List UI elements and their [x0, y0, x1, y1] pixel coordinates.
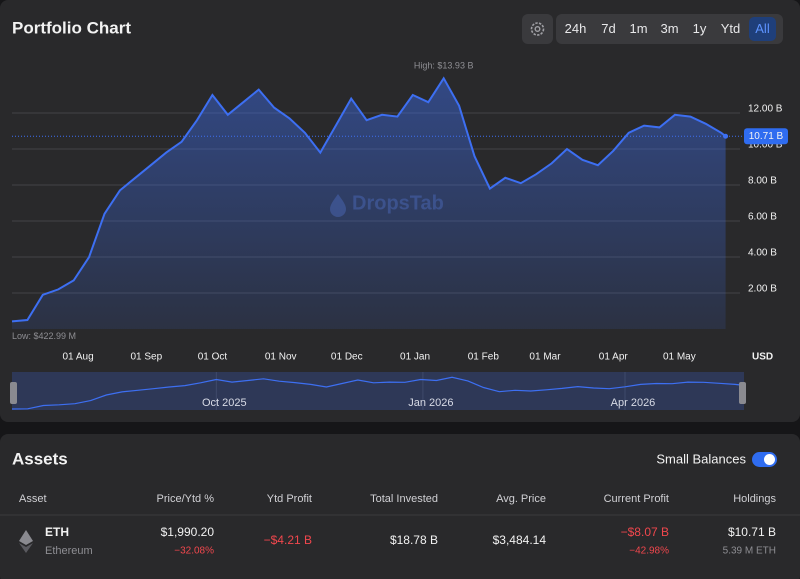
- area: [12, 78, 726, 329]
- current-dot: [723, 133, 729, 139]
- range-button[interactable]: All: [749, 17, 776, 41]
- eth-icon: [19, 530, 33, 553]
- total-invested: $18.78 B: [390, 533, 438, 547]
- current-badge: [744, 128, 788, 145]
- range-label: 3m: [660, 21, 678, 36]
- settings-button[interactable]: [522, 14, 553, 44]
- assets-card: [0, 434, 800, 579]
- range-label: 1m: [629, 21, 647, 36]
- range-button[interactable]: 3m: [660, 21, 678, 36]
- navigator-label: Oct 2025: [202, 397, 247, 409]
- range-label: All: [755, 21, 770, 36]
- ytd-profit: −$4.21 B: [264, 533, 312, 547]
- y-unit: USD: [752, 352, 773, 363]
- range-button[interactable]: 1y: [693, 21, 707, 36]
- asset-symbol: ETH: [45, 525, 69, 539]
- low-label: Low: $422.99 M: [12, 331, 76, 341]
- y-tick-label: 10.00 B: [748, 140, 783, 151]
- toggle[interactable]: [752, 452, 777, 467]
- column-header: Holdings: [733, 493, 776, 505]
- y-tick-label: 4.00 B: [748, 248, 777, 259]
- range-label: 7d: [601, 21, 615, 36]
- holdings: $10.71 B: [728, 525, 776, 539]
- navigator-label: Jan 2026: [408, 397, 453, 409]
- y-tick-label: 8.00 B: [748, 176, 777, 187]
- price: $1,990.20: [161, 525, 215, 539]
- column-header: Total Invested: [370, 493, 438, 505]
- line: [11, 76, 727, 323]
- x-tick-label: 01 Nov: [265, 352, 297, 363]
- range-button[interactable]: Ytd: [721, 21, 741, 36]
- x-tick-label: 01 May: [663, 352, 696, 363]
- column-header: Ytd Profit: [267, 493, 312, 505]
- chart-title: Portfolio Chart: [12, 18, 131, 37]
- navigator-label: Apr 2026: [611, 397, 656, 409]
- column-header: Current Profit: [604, 493, 669, 505]
- column-header: Avg. Price: [496, 493, 546, 505]
- range-button[interactable]: 1m: [629, 21, 647, 36]
- high-label: High: $13.93 B: [414, 61, 474, 71]
- range-active: [749, 17, 776, 41]
- range-label: 1y: [693, 21, 707, 36]
- navigator-handle[interactable]: [10, 382, 17, 404]
- x-tick-label: 01 Dec: [331, 352, 363, 363]
- column-header: Asset: [19, 493, 47, 505]
- avg-price: $3,484.14: [493, 533, 547, 547]
- ytd-pct: −32.08%: [174, 546, 214, 557]
- y-tick-label: 12.00 B: [748, 104, 783, 115]
- x-tick-label: 01 Oct: [198, 352, 228, 363]
- holdings-amount: 5.39 M ETH: [723, 546, 776, 557]
- toggle-knob[interactable]: [764, 454, 775, 465]
- column-header: Price/Ytd %: [157, 493, 215, 505]
- navigator-handle[interactable]: [739, 382, 746, 404]
- x-tick-label: 01 Jan: [400, 352, 430, 363]
- y-tick-label: 2.00 B: [748, 284, 777, 295]
- range-label: Ytd: [721, 21, 741, 36]
- range-label: 24h: [565, 21, 587, 36]
- range-button[interactable]: 7d: [601, 21, 615, 36]
- x-tick-label: 01 Mar: [529, 352, 561, 363]
- toggle-label: Small Balances: [656, 451, 746, 466]
- current-profit: −$8.07 B: [621, 525, 669, 539]
- x-tick-label: 01 Apr: [599, 352, 629, 363]
- x-tick-label: 01 Sep: [130, 352, 162, 363]
- assets-title: Assets: [12, 449, 68, 468]
- current-profit-pct: −42.98%: [629, 546, 669, 557]
- range-group: [556, 14, 783, 44]
- y-tick-label: 6.00 B: [748, 212, 777, 223]
- asset-name: Ethereum: [45, 545, 93, 557]
- x-tick-label: 01 Feb: [468, 352, 500, 363]
- x-tick-label: 01 Aug: [62, 352, 93, 363]
- navigator-line: [11, 376, 740, 410]
- current-label: 10.71 B: [749, 131, 784, 142]
- range-button[interactable]: 24h: [565, 21, 587, 36]
